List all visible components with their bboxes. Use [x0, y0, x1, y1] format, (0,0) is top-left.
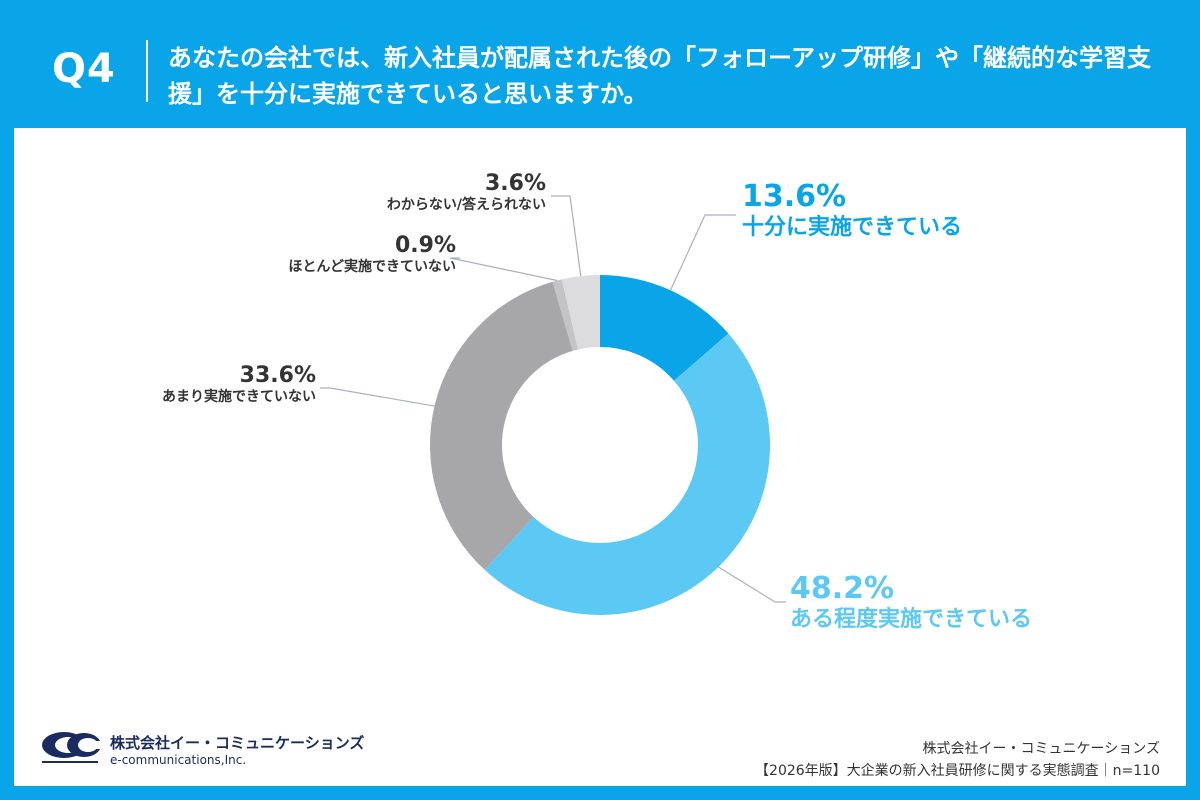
header-divider: [146, 40, 148, 102]
slice-category: あまり実施できていない: [162, 389, 316, 405]
logo-mark-icon: [42, 732, 102, 763]
leader-line-somewhat: [718, 566, 786, 603]
donut-slice-unknown: [561, 275, 600, 350]
leader-line-hardly: [449, 257, 558, 282]
slice-value: 33.6%: [239, 363, 316, 388]
leader-line-not-much: [320, 387, 435, 407]
slice-value: 0.9%: [394, 233, 456, 258]
slice-category: ある程度実施できている: [790, 607, 1033, 632]
slice-category: ほとんど実施できていない: [288, 259, 456, 275]
slice-label-hardly: 0.9% ほとんど実施できていない: [288, 234, 456, 276]
footer: 株式会社イー・コミュニケーションズ 【2026年版】大企業の新入社員研修に関する…: [755, 738, 1160, 782]
slice-value: 48.2%: [790, 571, 895, 606]
logo-company-en: e-communications,Inc.: [110, 753, 247, 767]
footer-company: 株式会社イー・コミュニケーションズ: [922, 741, 1160, 757]
header-bar: Q4 あなたの会社では、新入社員が配属された後の「フォローアップ研修」や「継続的…: [0, 0, 1200, 128]
footer-source: 【2026年版】大企業の新入社員研修に関する実態調査｜n=110: [755, 763, 1160, 779]
slice-label-fully: 13.6% 十分に実施できている: [742, 180, 962, 242]
question-number: Q4: [52, 46, 116, 92]
chart-card: [14, 128, 1186, 786]
slice-label-somewhat: 48.2% ある程度実施できている: [790, 572, 1032, 634]
donut-slice-somewhat: [484, 333, 770, 615]
slice-value: 13.6%: [742, 179, 847, 214]
slice-label-not-much: 33.6% あまり実施できていない: [162, 364, 316, 406]
slice-value: 3.6%: [484, 171, 546, 196]
slice-label-unknown: 3.6% わからない/答えられない: [387, 172, 546, 214]
donut-slice-not-much: [430, 281, 573, 570]
slice-category: 十分に実施できている: [742, 215, 963, 240]
leader-line-fully: [669, 214, 736, 291]
slice-category: わからない/答えられない: [386, 197, 546, 213]
leader-line-unknown: [551, 195, 582, 277]
donut-slice-fully: [600, 275, 729, 381]
logo-company-jp: 株式会社イー・コミュニケーションズ: [110, 734, 365, 752]
question-text: あなたの会社では、新入社員が配属された後の「フォローアップ研修」や「継続的な学習…: [168, 44, 1152, 108]
donut-slice-hardly: [552, 279, 578, 351]
